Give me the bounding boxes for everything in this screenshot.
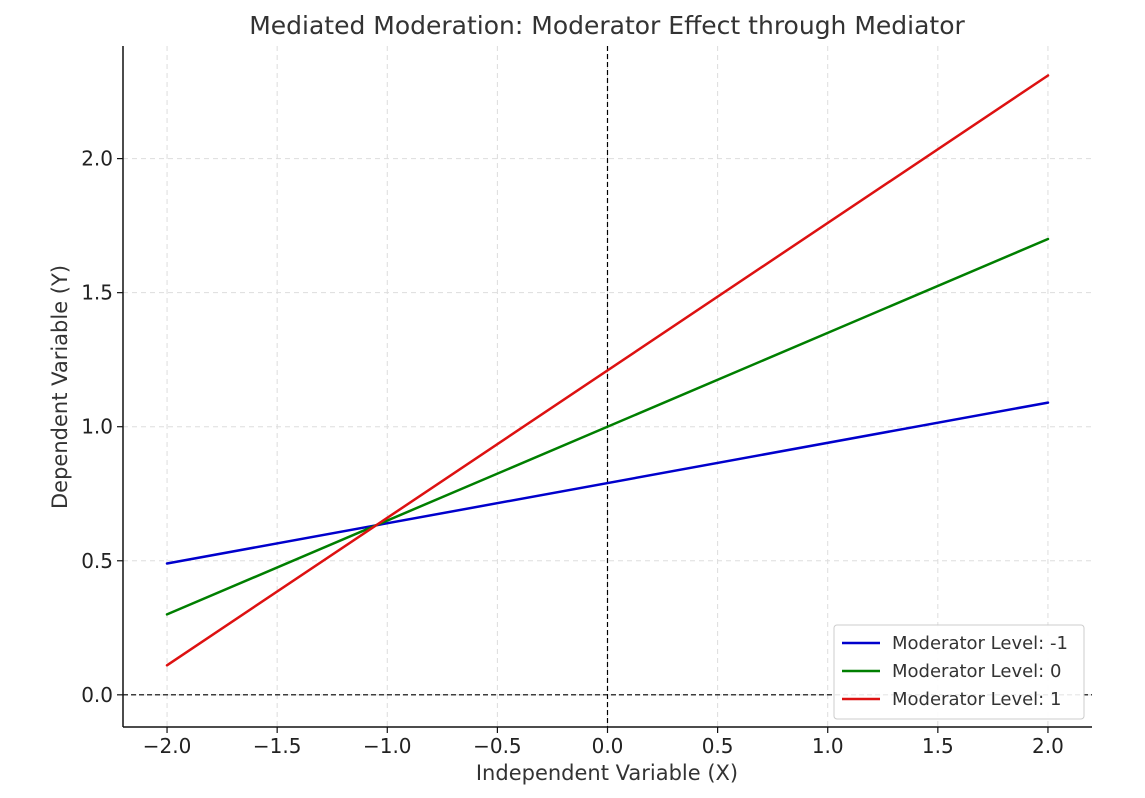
x-tick-label-6: 1.0: [812, 734, 844, 758]
legend: Moderator Level: -1 Moderator Level: 0 Mod…: [833, 624, 1085, 720]
series-layer: [165, 74, 1050, 667]
legend-label-2: Moderator Level: 1: [892, 689, 1061, 710]
legend-label-0: Moderator Level: -1: [892, 633, 1068, 654]
x-tick-label-7: 1.5: [922, 734, 954, 758]
x-tick-label-3: −0.5: [473, 734, 522, 758]
x-tick-label-0: −2.0: [143, 734, 192, 758]
y-tick-label-1: 0.5: [81, 549, 113, 573]
y-tick-label-2: 1.0: [81, 415, 113, 439]
y-tick-label-4: 2.0: [81, 147, 113, 171]
x-tick-label-1: −1.5: [253, 734, 302, 758]
axes: [117, 46, 1092, 733]
x-tick-label-5: 0.5: [702, 734, 734, 758]
x-axis-label: Independent Variable (X): [476, 761, 738, 785]
y-tick-label-0: 0.0: [81, 683, 113, 707]
legend-label-1: Moderator Level: 0: [892, 661, 1061, 682]
x-tick-label-2: −1.0: [363, 734, 412, 758]
series-line-2: [165, 74, 1050, 667]
x-tick-label-4: 0.0: [592, 734, 624, 758]
series-line-0: [165, 401, 1050, 565]
tick-labels: −2.0 −1.5 −1.0 −0.5 0.0 0.5 1.0 1.5 2.0 0.0 0.5 1.0…: [81, 147, 1064, 758]
y-tick-label-3: 1.5: [81, 281, 113, 305]
chart-title: Mediated Moderation: Moderator Effect th…: [249, 11, 965, 40]
y-axis-label: Dependent Variable (Y): [48, 265, 72, 509]
reference-lines: [123, 46, 1092, 727]
series-line-1: [165, 237, 1050, 616]
legend-box: [833, 624, 1085, 720]
x-tick-label-8: 2.0: [1032, 734, 1064, 758]
